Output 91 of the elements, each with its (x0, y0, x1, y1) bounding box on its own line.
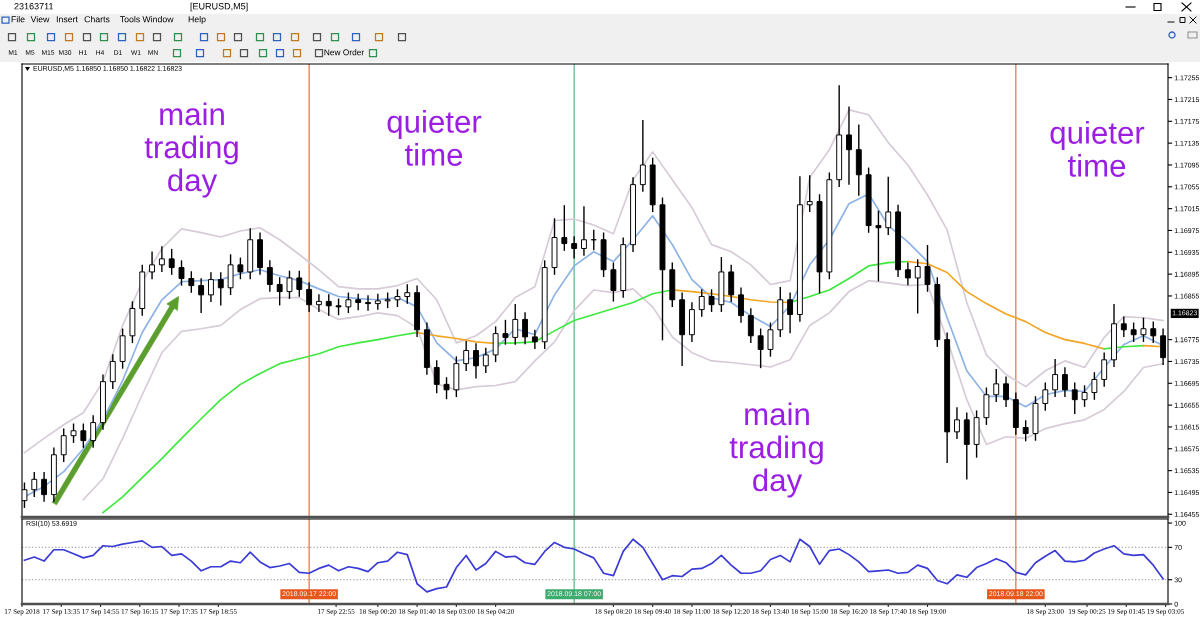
candlestick (708, 289, 715, 312)
candlestick (306, 282, 313, 312)
candlestick (571, 236, 578, 259)
candlestick (885, 176, 892, 235)
candlestick (60, 428, 67, 463)
candlestick (561, 205, 568, 251)
candlestick (581, 206, 587, 256)
candlestick (433, 360, 440, 394)
candlestick (443, 377, 450, 400)
text: Insert (56, 16, 78, 23)
text: Tools (119, 15, 140, 23)
candlestick (1071, 382, 1078, 414)
candlestick (237, 257, 244, 280)
candlestick (1101, 352, 1108, 387)
candlestick (70, 423, 77, 443)
annotation: quieter time (387, 109, 482, 166)
candlestick (787, 292, 794, 334)
candlestick (482, 347, 489, 374)
candlestick (1130, 322, 1137, 342)
candlestick (198, 278, 205, 314)
candlestick (1003, 376, 1009, 407)
candlestick (374, 293, 381, 310)
candlestick (767, 322, 774, 357)
candlestick (846, 106, 852, 185)
candlestick (178, 260, 185, 286)
candlestick (463, 341, 470, 371)
candlestick (757, 328, 764, 369)
candlestick (1150, 321, 1157, 344)
candlestick (728, 264, 735, 303)
candlestick (1140, 317, 1147, 342)
candlestick (698, 289, 705, 317)
text: Help (188, 15, 206, 25)
line-series (23, 538, 1164, 593)
text: 23163711 (14, 3, 54, 10)
candlestick (227, 254, 234, 296)
candlestick (639, 120, 646, 192)
candlestick (473, 343, 479, 379)
candlestick (315, 294, 322, 312)
annotation: main trading day (144, 102, 238, 198)
candlestick (286, 270, 293, 299)
candlestick (924, 245, 931, 292)
candlestick (1091, 372, 1098, 400)
candlestick (345, 292, 352, 314)
candlestick (208, 272, 214, 303)
candlestick (276, 277, 283, 306)
annotation: quieter time (1050, 120, 1145, 177)
candlestick (266, 260, 273, 292)
candlestick (296, 270, 303, 297)
line-series (907, 260, 1106, 350)
candlestick (738, 287, 744, 323)
candlestick (31, 472, 38, 497)
text: New Order (324, 49, 365, 56)
candlestick (610, 262, 617, 302)
candlestick (188, 271, 195, 293)
candlestick (90, 415, 97, 448)
candlestick (217, 272, 224, 306)
candlestick (502, 319, 509, 345)
text: File (11, 15, 25, 23)
candlestick (904, 262, 911, 286)
candlestick (149, 251, 155, 280)
candlestick (168, 248, 175, 275)
candlestick (109, 354, 116, 389)
annotation: main trading day (729, 402, 823, 498)
candlestick (522, 312, 529, 345)
candlestick (1120, 316, 1127, 338)
text: View (30, 15, 50, 23)
candlestick (1042, 382, 1049, 411)
candlestick (492, 326, 499, 363)
candlestick (954, 407, 960, 440)
text: [EURUSD,M5] (190, 2, 248, 12)
candlestick (365, 295, 371, 311)
candlestick (1022, 420, 1029, 442)
candlestick (80, 423, 87, 448)
candlestick (41, 472, 48, 502)
candlestick (1061, 367, 1068, 398)
candlestick (531, 329, 538, 350)
candlestick (983, 387, 990, 425)
text: Window (142, 15, 174, 23)
candlestick (1052, 359, 1059, 398)
candlestick (875, 210, 882, 282)
candlestick (914, 259, 921, 314)
text: Charts (84, 15, 110, 23)
candlestick (993, 368, 1000, 402)
candlestick (806, 175, 813, 213)
candlestick (747, 308, 754, 344)
candlestick (1081, 385, 1088, 407)
candlestick (404, 284, 411, 304)
candlestick (325, 294, 332, 316)
candlestick (355, 293, 362, 311)
candlestick (158, 246, 165, 273)
candlestick (512, 303, 519, 345)
